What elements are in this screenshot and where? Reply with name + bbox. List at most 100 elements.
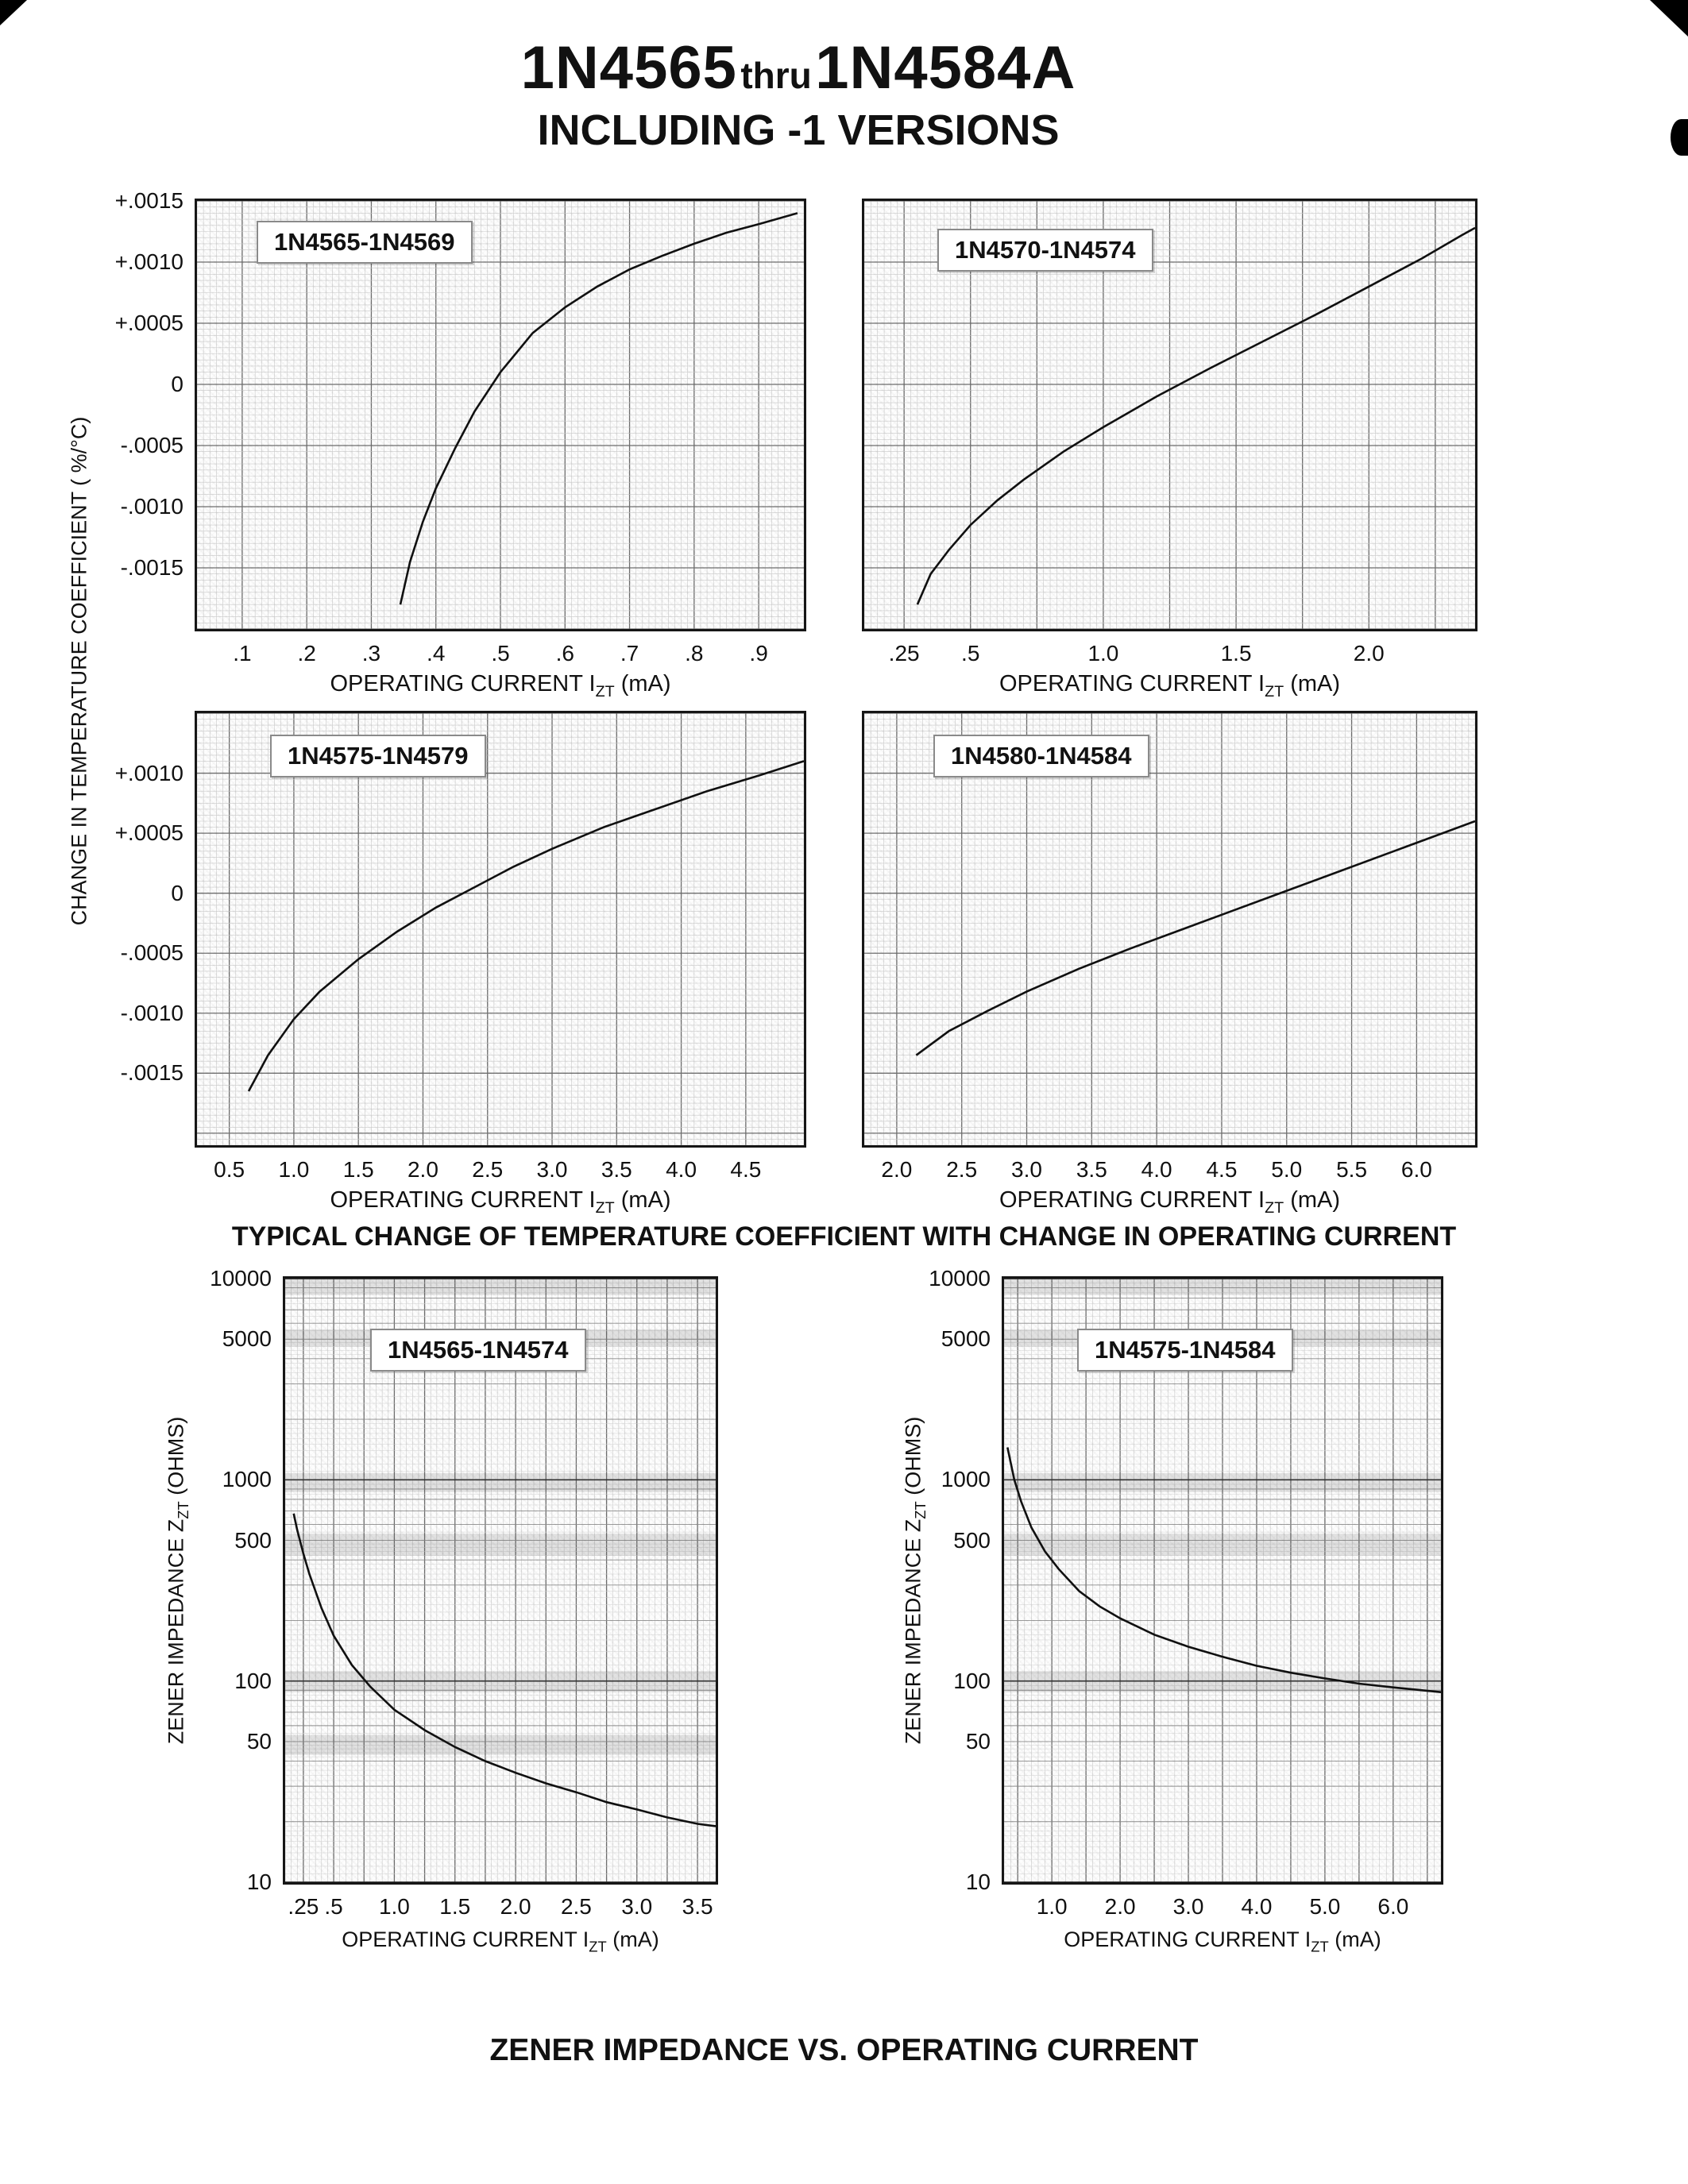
x-tick-label: 2.0 (1104, 1894, 1136, 1919)
x-axis-title-text: OPERATING CURRENT I (1064, 1927, 1311, 1951)
x-tick-label: 3.0 (621, 1894, 653, 1919)
y-tick-label: 1000 (222, 1467, 272, 1492)
y-tick-label: 0 (171, 372, 183, 396)
y-tick-label: 500 (234, 1527, 272, 1553)
impedance-label-subscript: ZT (174, 1501, 191, 1519)
y-tick-label: 10000 (210, 1266, 272, 1291)
data-curve (399, 212, 798, 605)
x-axis-title: OPERATING CURRENT IZT (mA) (999, 1187, 1341, 1216)
y-tick-label: 1000 (941, 1467, 991, 1492)
y-tick-label: -.0010 (120, 494, 183, 519)
part-range-start: 1N4565 (520, 34, 737, 102)
x-tick-label: 3.5 (1076, 1157, 1107, 1182)
chart-series-label: 1N4570-1N4574 (937, 229, 1153, 272)
x-axis-title-unit: (mA) (1284, 671, 1341, 696)
impedance-chart-1n4565-1n4574: 1N4565-1N4574 OPERATING CURRENT IZT (mA)… (210, 1266, 718, 1954)
x-tick-label: .6 (555, 641, 574, 666)
tc-chart-1n4565-1n4569: 1N4565-1N4569 OPERATING CURRENT IZT (mA)… (115, 188, 806, 700)
plot-area (862, 199, 1477, 631)
x-axis-title-unit: (mA) (1284, 1187, 1341, 1213)
data-curve (247, 760, 804, 1092)
y-tick-label: -.0005 (120, 940, 183, 966)
tc-chart-1n4575-1n4579: 1N4575-1N4579 OPERATING CURRENT IZT (mA)… (115, 711, 806, 1216)
scan-artifact-corner-right (1650, 0, 1688, 37)
x-axis-title-text: OPERATING CURRENT I (999, 671, 1265, 696)
chart-canvas (1004, 1279, 1441, 1882)
page-header: 1N4565 thru 1N4584A INCLUDING -1 VERSION… (0, 33, 1597, 155)
x-tick-label: 2.5 (560, 1894, 592, 1919)
chart-series-label: 1N4580-1N4584 (933, 735, 1149, 778)
impedance-chart-1n4575-1n4584: 1N4575-1N4584 OPERATING CURRENT IZT (mA)… (929, 1266, 1443, 1954)
x-tick-label: 2.0 (500, 1894, 531, 1919)
x-axis-title-text: OPERATING CURRENT I (999, 1187, 1265, 1213)
y-tick-label: +.0010 (114, 249, 183, 274)
x-tick-label: 3.0 (536, 1157, 568, 1182)
impedance-label-text: ZENER IMPEDANCE Z (164, 1518, 188, 1745)
plot-area (862, 711, 1477, 1148)
chart-canvas (197, 713, 804, 1145)
tc-chart-1n4570-1n4574: 1N4570-1N4574 OPERATING CURRENT IZT (mA)… (862, 199, 1477, 700)
y-tick-label: -.0010 (120, 1000, 183, 1025)
y-tick-label: 100 (953, 1668, 991, 1693)
x-axis-title-text: OPERATING CURRENT I (342, 1927, 589, 1951)
x-tick-label: 1.5 (439, 1894, 471, 1919)
temperature-coefficient-caption: TYPICAL CHANGE OF TEMPERATURE COEFFICIEN… (231, 1221, 1457, 1252)
y-tick-label: 10 (965, 1870, 991, 1894)
x-axis-title-subscript: ZT (1265, 682, 1284, 700)
plot-area (195, 711, 806, 1148)
x-tick-label: 2.0 (881, 1157, 913, 1182)
y-tick-label: 100 (234, 1668, 272, 1693)
y-axis-title-temp-coefficient: CHANGE IN TEMPERATURE COEFFICIENT ( %/°C… (67, 416, 91, 926)
x-tick-label: 3.5 (601, 1157, 632, 1182)
y-tick-label: 0 (171, 880, 183, 905)
x-tick-label: .5 (961, 641, 980, 666)
y-tick-label: 10 (246, 1870, 272, 1894)
x-tick-label: 1.0 (1036, 1894, 1068, 1919)
x-tick-label: 1.0 (1087, 641, 1119, 666)
x-tick-label: .5 (324, 1894, 343, 1919)
x-axis-title-subscript: ZT (595, 682, 615, 700)
x-tick-label: 3.0 (1172, 1894, 1204, 1919)
x-tick-label: 6.0 (1377, 1894, 1409, 1919)
x-tick-label: .25 (888, 641, 920, 666)
x-tick-label: 1.0 (278, 1157, 310, 1182)
y-tick-label: -.0015 (120, 555, 183, 580)
chart-canvas (864, 201, 1475, 629)
x-tick-label: 2.5 (946, 1157, 978, 1182)
x-axis-title-unit: (mA) (614, 1187, 671, 1213)
x-tick-label: 4.0 (1141, 1157, 1172, 1182)
impedance-caption: ZENER IMPEDANCE VS. OPERATING CURRENT (489, 2033, 1199, 2067)
x-tick-label: 3.0 (1011, 1157, 1042, 1182)
scan-artifact-corner-left (0, 0, 27, 25)
x-tick-label: 6.0 (1400, 1157, 1432, 1182)
x-tick-label: 2.0 (407, 1157, 438, 1182)
x-axis-title: OPERATING CURRENT IZT (mA) (330, 671, 671, 700)
chart-canvas (864, 713, 1475, 1145)
y-tick-label: 5000 (941, 1326, 991, 1352)
y-tick-label: 500 (953, 1527, 991, 1553)
y-axis-title-impedance-left: ZENER IMPEDANCE ZZT (OHMS) (164, 1417, 191, 1745)
chart-series-label: 1N4565-1N4574 (370, 1329, 586, 1372)
y-tick-label: +.0005 (114, 820, 183, 846)
x-axis-title-text: OPERATING CURRENT I (330, 1187, 596, 1213)
tc-chart-1n4580-1n4584: 1N4580-1N4584 OPERATING CURRENT IZT (mA)… (862, 711, 1477, 1216)
x-tick-label: 2.5 (472, 1157, 504, 1182)
chart-series-label: 1N4575-1N4579 (270, 735, 486, 778)
x-tick-label: 1.5 (1220, 641, 1252, 666)
title-thru: thru (740, 55, 812, 96)
x-axis-title-unit: (mA) (614, 671, 671, 696)
x-tick-label: .8 (685, 641, 704, 666)
scan-artifact-edge (1671, 119, 1688, 156)
plot-area (1002, 1276, 1443, 1885)
y-axis-title-impedance-right: ZENER IMPEDANCE ZZT (OHMS) (901, 1416, 929, 1744)
data-curve (292, 1513, 716, 1827)
x-tick-label: .2 (297, 641, 316, 666)
chart-canvas (285, 1279, 716, 1882)
chart-series-label: 1N4565-1N4569 (257, 221, 473, 264)
x-tick-label: .25 (288, 1894, 319, 1919)
x-tick-label: .7 (620, 641, 639, 666)
y-tick-label: -.0005 (120, 433, 183, 457)
impedance-label-unit: (OHMS) (901, 1416, 925, 1502)
x-tick-label: 1.5 (342, 1157, 374, 1182)
